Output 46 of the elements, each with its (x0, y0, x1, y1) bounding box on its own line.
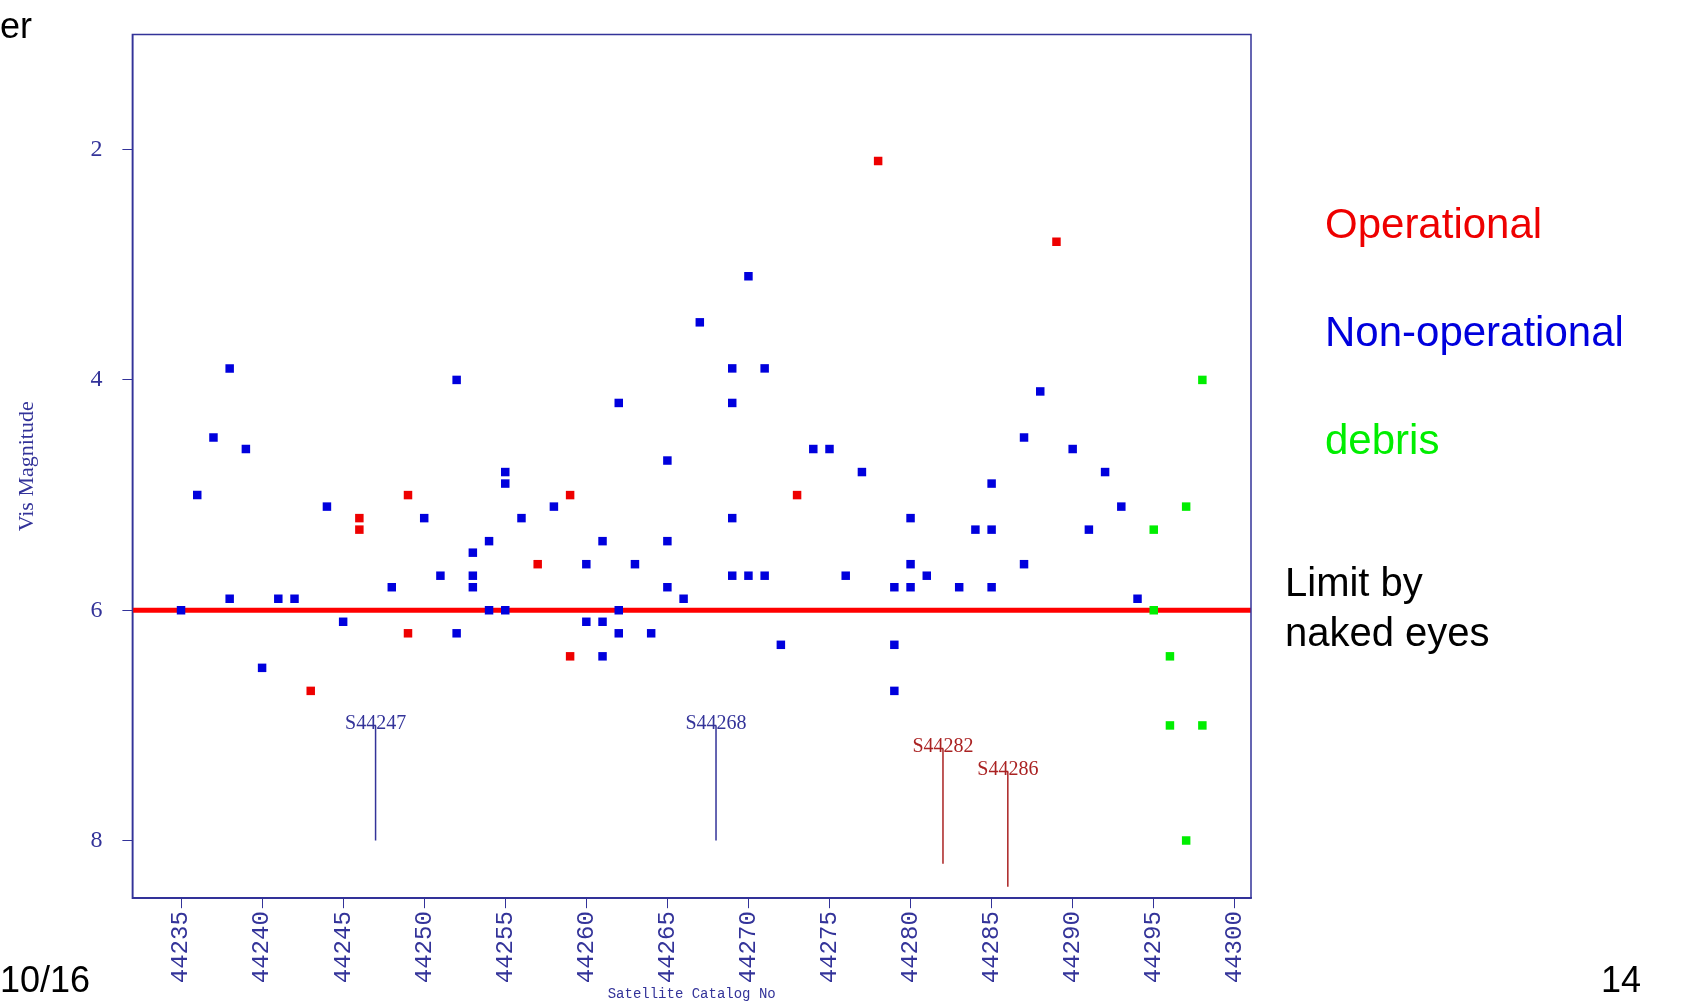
point (1198, 721, 1207, 730)
y-tick-label: 6 (90, 595, 103, 622)
x-tick-label: 44245 (329, 911, 357, 984)
y-tick-label: 4 (90, 365, 103, 392)
x-axis-title: Satellite Catalog No (607, 986, 776, 1003)
x-tick-label: 44260 (572, 911, 600, 984)
point (355, 525, 364, 534)
text: 14 (1600, 959, 1641, 1000)
annotation: S44282 (912, 733, 974, 756)
text: Non-operational (1325, 308, 1624, 356)
x-tick-label: 44295 (1140, 911, 1168, 984)
text: Operational (1325, 200, 1544, 248)
y-tick-label: 2 (90, 134, 103, 161)
x-tick-label: 44250 (410, 911, 438, 984)
x-tick-label: 44240 (248, 911, 276, 984)
annotation: S44286 (977, 756, 1039, 779)
point (533, 559, 542, 569)
point (1149, 606, 1158, 615)
point (306, 686, 315, 696)
x-tick-label: 44300 (1221, 911, 1249, 984)
ref-line-label: Limit by naked eyes (1285, 560, 1490, 655)
point (403, 629, 413, 638)
x-tick-label: 44285 (977, 911, 1005, 984)
point (1165, 721, 1175, 730)
text: 10/16 (0, 959, 91, 1000)
y-axis-title: Vis Magnitude (12, 401, 38, 532)
x-tick-label: 44265 (653, 911, 681, 984)
point (1149, 525, 1158, 534)
point (1165, 652, 1175, 661)
y-tick-label: 8 (90, 825, 103, 852)
x-tick-label: 44290 (1059, 911, 1087, 984)
x-tick-label: 44255 (491, 911, 519, 984)
annotation: S44268 (685, 710, 747, 733)
point (1198, 375, 1207, 385)
point (565, 652, 575, 661)
annotation: S44247 (345, 710, 407, 733)
x-tick-label: 44275 (815, 911, 843, 984)
point (355, 513, 364, 523)
text: er (0, 5, 33, 46)
text: debris (1325, 416, 1441, 464)
point (1181, 502, 1191, 511)
point (1052, 237, 1061, 246)
x-tick-label: 44270 (734, 911, 762, 984)
point (1181, 836, 1191, 845)
x-tick-label: 44235 (167, 911, 195, 984)
x-tick-label: 44280 (896, 911, 924, 984)
